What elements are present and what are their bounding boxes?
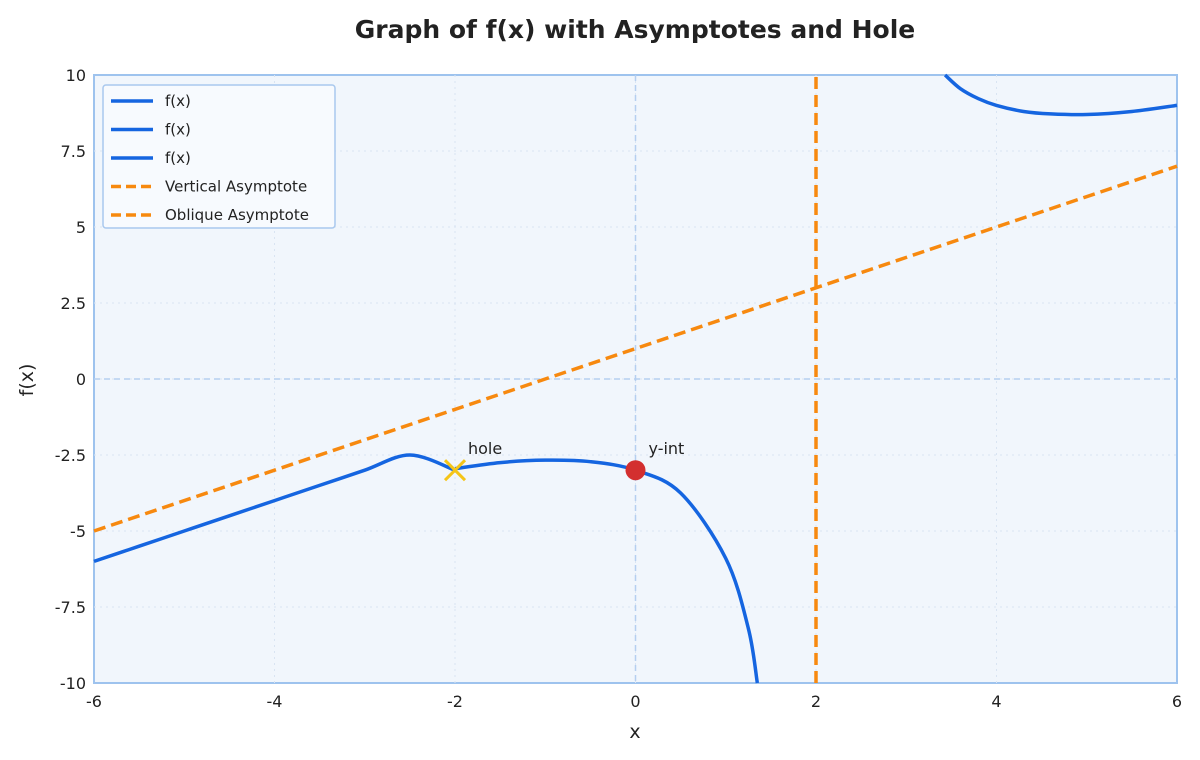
- x-tick-label: 0: [630, 692, 640, 711]
- y-tick-label: -10: [60, 674, 86, 693]
- x-tick-label: 6: [1172, 692, 1182, 711]
- y-tick-label: -7.5: [55, 598, 86, 617]
- y-tick-label: 7.5: [61, 142, 86, 161]
- x-tick-label: -6: [86, 692, 102, 711]
- x-tick-label: 4: [991, 692, 1001, 711]
- y-intercept-label: y-int: [649, 439, 685, 458]
- legend-label: Oblique Asymptote: [165, 206, 309, 224]
- legend-label: f(x): [165, 149, 191, 167]
- y-tick-label: 10: [66, 66, 86, 85]
- x-tick-label: -2: [447, 692, 463, 711]
- y-axis-label: f(x): [16, 364, 38, 397]
- y-tick-label: 5: [76, 218, 86, 237]
- hole-label: hole: [468, 439, 502, 458]
- legend-label: f(x): [165, 92, 191, 110]
- x-axis-label: x: [629, 721, 640, 743]
- chart-title: Graph of f(x) with Asymptotes and Hole: [355, 15, 916, 44]
- y-tick-label: -5: [70, 522, 86, 541]
- y-intercept-marker: [626, 460, 646, 480]
- y-tick-label: 0: [76, 370, 86, 389]
- legend-label: f(x): [165, 121, 191, 139]
- y-tick-label: 2.5: [61, 294, 86, 313]
- legend-label: Vertical Asymptote: [165, 178, 307, 196]
- y-tick-label: -2.5: [55, 446, 86, 465]
- legend: f(x) f(x) f(x) Vertical Asymptote Oblique As…: [103, 85, 335, 228]
- x-tick-label: -4: [267, 692, 283, 711]
- x-tick-label: 2: [811, 692, 821, 711]
